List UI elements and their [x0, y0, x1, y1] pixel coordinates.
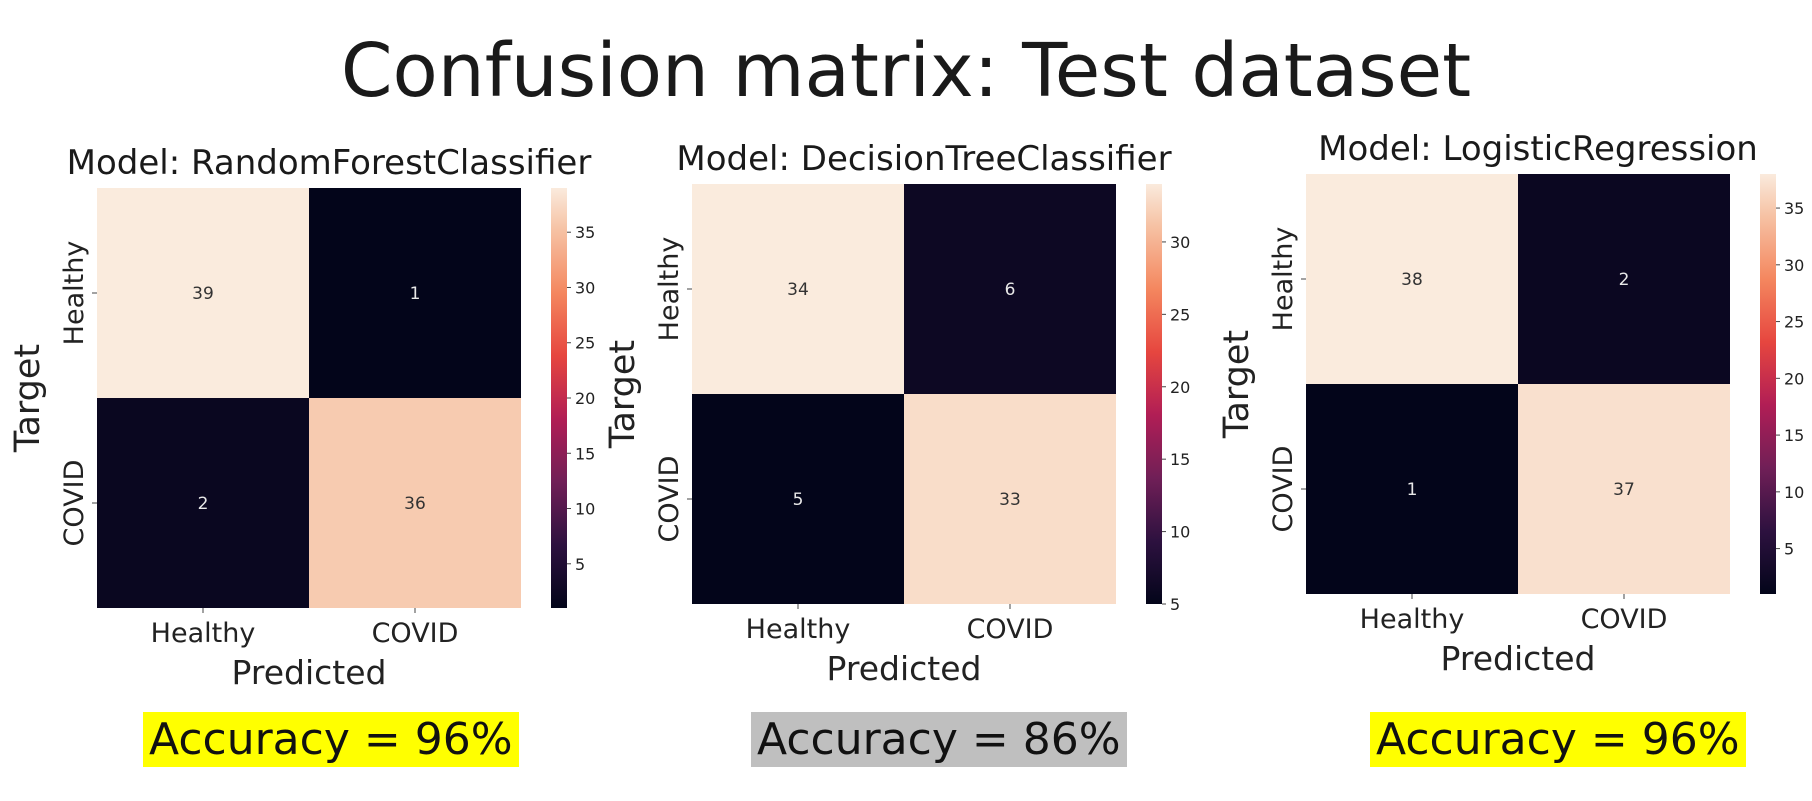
- x-tick-label: COVID: [967, 614, 1054, 645]
- y-tick-label: Healthy: [654, 237, 685, 342]
- colorbar-tick-label: 15: [1784, 426, 1804, 445]
- x-tick-label: Healthy: [151, 618, 256, 649]
- confusion-matrix-logisticregression: Model: LogisticRegression 38 2 1 37 Healthy CO…: [1217, 129, 1804, 678]
- cell-value-label: 39: [192, 284, 214, 304]
- cell-value-label: 5: [793, 490, 804, 510]
- x-tick-label: Healthy: [746, 614, 851, 645]
- x-tick-label: COVID: [372, 618, 459, 649]
- cell-value-label: 36: [404, 494, 426, 514]
- colorbar-tick-label: 5: [1784, 540, 1794, 559]
- cell-value-label: 1: [410, 284, 421, 304]
- colorbar-tick-label: 20: [575, 389, 595, 408]
- colorbar-tick-label: 10: [575, 500, 595, 519]
- y-tick-label: COVID: [654, 456, 685, 543]
- accuracy-label-decisiontree: Accuracy = 86%: [751, 712, 1127, 767]
- colorbar-tick-label: 5: [575, 555, 585, 574]
- cell-value-label: 2: [1619, 270, 1630, 290]
- colorbar-tick-label: 15: [575, 444, 595, 463]
- y-tick-label: COVID: [59, 460, 90, 547]
- x-axis-label: Predicted: [232, 653, 387, 692]
- colorbar-tick-label: 35: [575, 223, 595, 242]
- heatmap-cell: [904, 184, 1116, 394]
- cell-value-label: 37: [1613, 480, 1635, 500]
- heatmap-cell: [1306, 174, 1518, 384]
- y-tick-label: COVID: [1268, 446, 1299, 533]
- chart-title: Model: DecisionTreeClassifier: [676, 139, 1171, 179]
- colorbar-tick-label: 25: [1170, 305, 1190, 324]
- y-axis-label: Target: [603, 340, 643, 449]
- colorbar-tick-label: 35: [1784, 199, 1804, 218]
- cell-value-label: 2: [198, 494, 209, 514]
- heatmap-cell: [97, 188, 309, 398]
- heatmap-cell: [97, 398, 309, 608]
- heatmap-cell: [309, 188, 521, 398]
- colorbar-tick-label: 30: [1784, 256, 1804, 275]
- y-axis-label: Target: [1217, 330, 1257, 439]
- colorbar: [1760, 174, 1776, 594]
- confusion-matrix-randomforest: Model: RandomForestClassifier 39 1 2 36 Healt…: [8, 143, 595, 692]
- colorbar-tick-label: 25: [575, 334, 595, 353]
- chart-title: Model: LogisticRegression: [1318, 129, 1758, 169]
- colorbar-tick-label: 5: [1170, 595, 1180, 614]
- cell-value-label: 1: [1407, 480, 1418, 500]
- colorbar-tick-label: 20: [1170, 378, 1190, 397]
- cell-value-label: 6: [1005, 280, 1016, 300]
- accuracy-label-randomforest: Accuracy = 96%: [143, 712, 519, 767]
- heatmap-cell: [1518, 384, 1730, 594]
- heatmap-cell: [309, 398, 521, 608]
- cell-value-label: 34: [787, 280, 809, 300]
- colorbar-tick-label: 25: [1784, 313, 1804, 332]
- colorbar-tick-label: 30: [575, 278, 595, 297]
- heatmap-cell: [692, 394, 904, 604]
- cell-value-label: 33: [999, 490, 1021, 510]
- y-tick-label: Healthy: [59, 241, 90, 346]
- slide-title: Confusion matrix: Test dataset: [340, 28, 1472, 114]
- accuracy-label-logisticregression: Accuracy = 96%: [1370, 712, 1746, 767]
- cell-value-label: 38: [1401, 270, 1423, 290]
- colorbar: [1146, 184, 1162, 604]
- colorbar-tick-label: 10: [1784, 483, 1804, 502]
- y-tick-label: Healthy: [1268, 227, 1299, 332]
- chart-title: Model: RandomForestClassifier: [67, 143, 592, 183]
- x-tick-label: Healthy: [1360, 604, 1465, 635]
- colorbar-tick-label: 30: [1170, 233, 1190, 252]
- heatmap-cell: [1306, 384, 1518, 594]
- colorbar-tick-label: 15: [1170, 450, 1190, 469]
- colorbar-tick-label: 10: [1170, 523, 1190, 542]
- x-tick-label: COVID: [1581, 604, 1668, 635]
- confusion-matrix-decisiontree: Model: DecisionTreeClassifier 34 6 5 33 Healt…: [603, 139, 1190, 688]
- y-axis-label: Target: [8, 344, 48, 453]
- heatmap-cell: [692, 184, 904, 394]
- colorbar: [551, 188, 567, 608]
- heatmap-cell: [1518, 174, 1730, 384]
- heatmap-cell: [904, 394, 1116, 604]
- x-axis-label: Predicted: [1441, 639, 1596, 678]
- x-axis-label: Predicted: [827, 649, 982, 688]
- colorbar-tick-label: 20: [1784, 369, 1804, 388]
